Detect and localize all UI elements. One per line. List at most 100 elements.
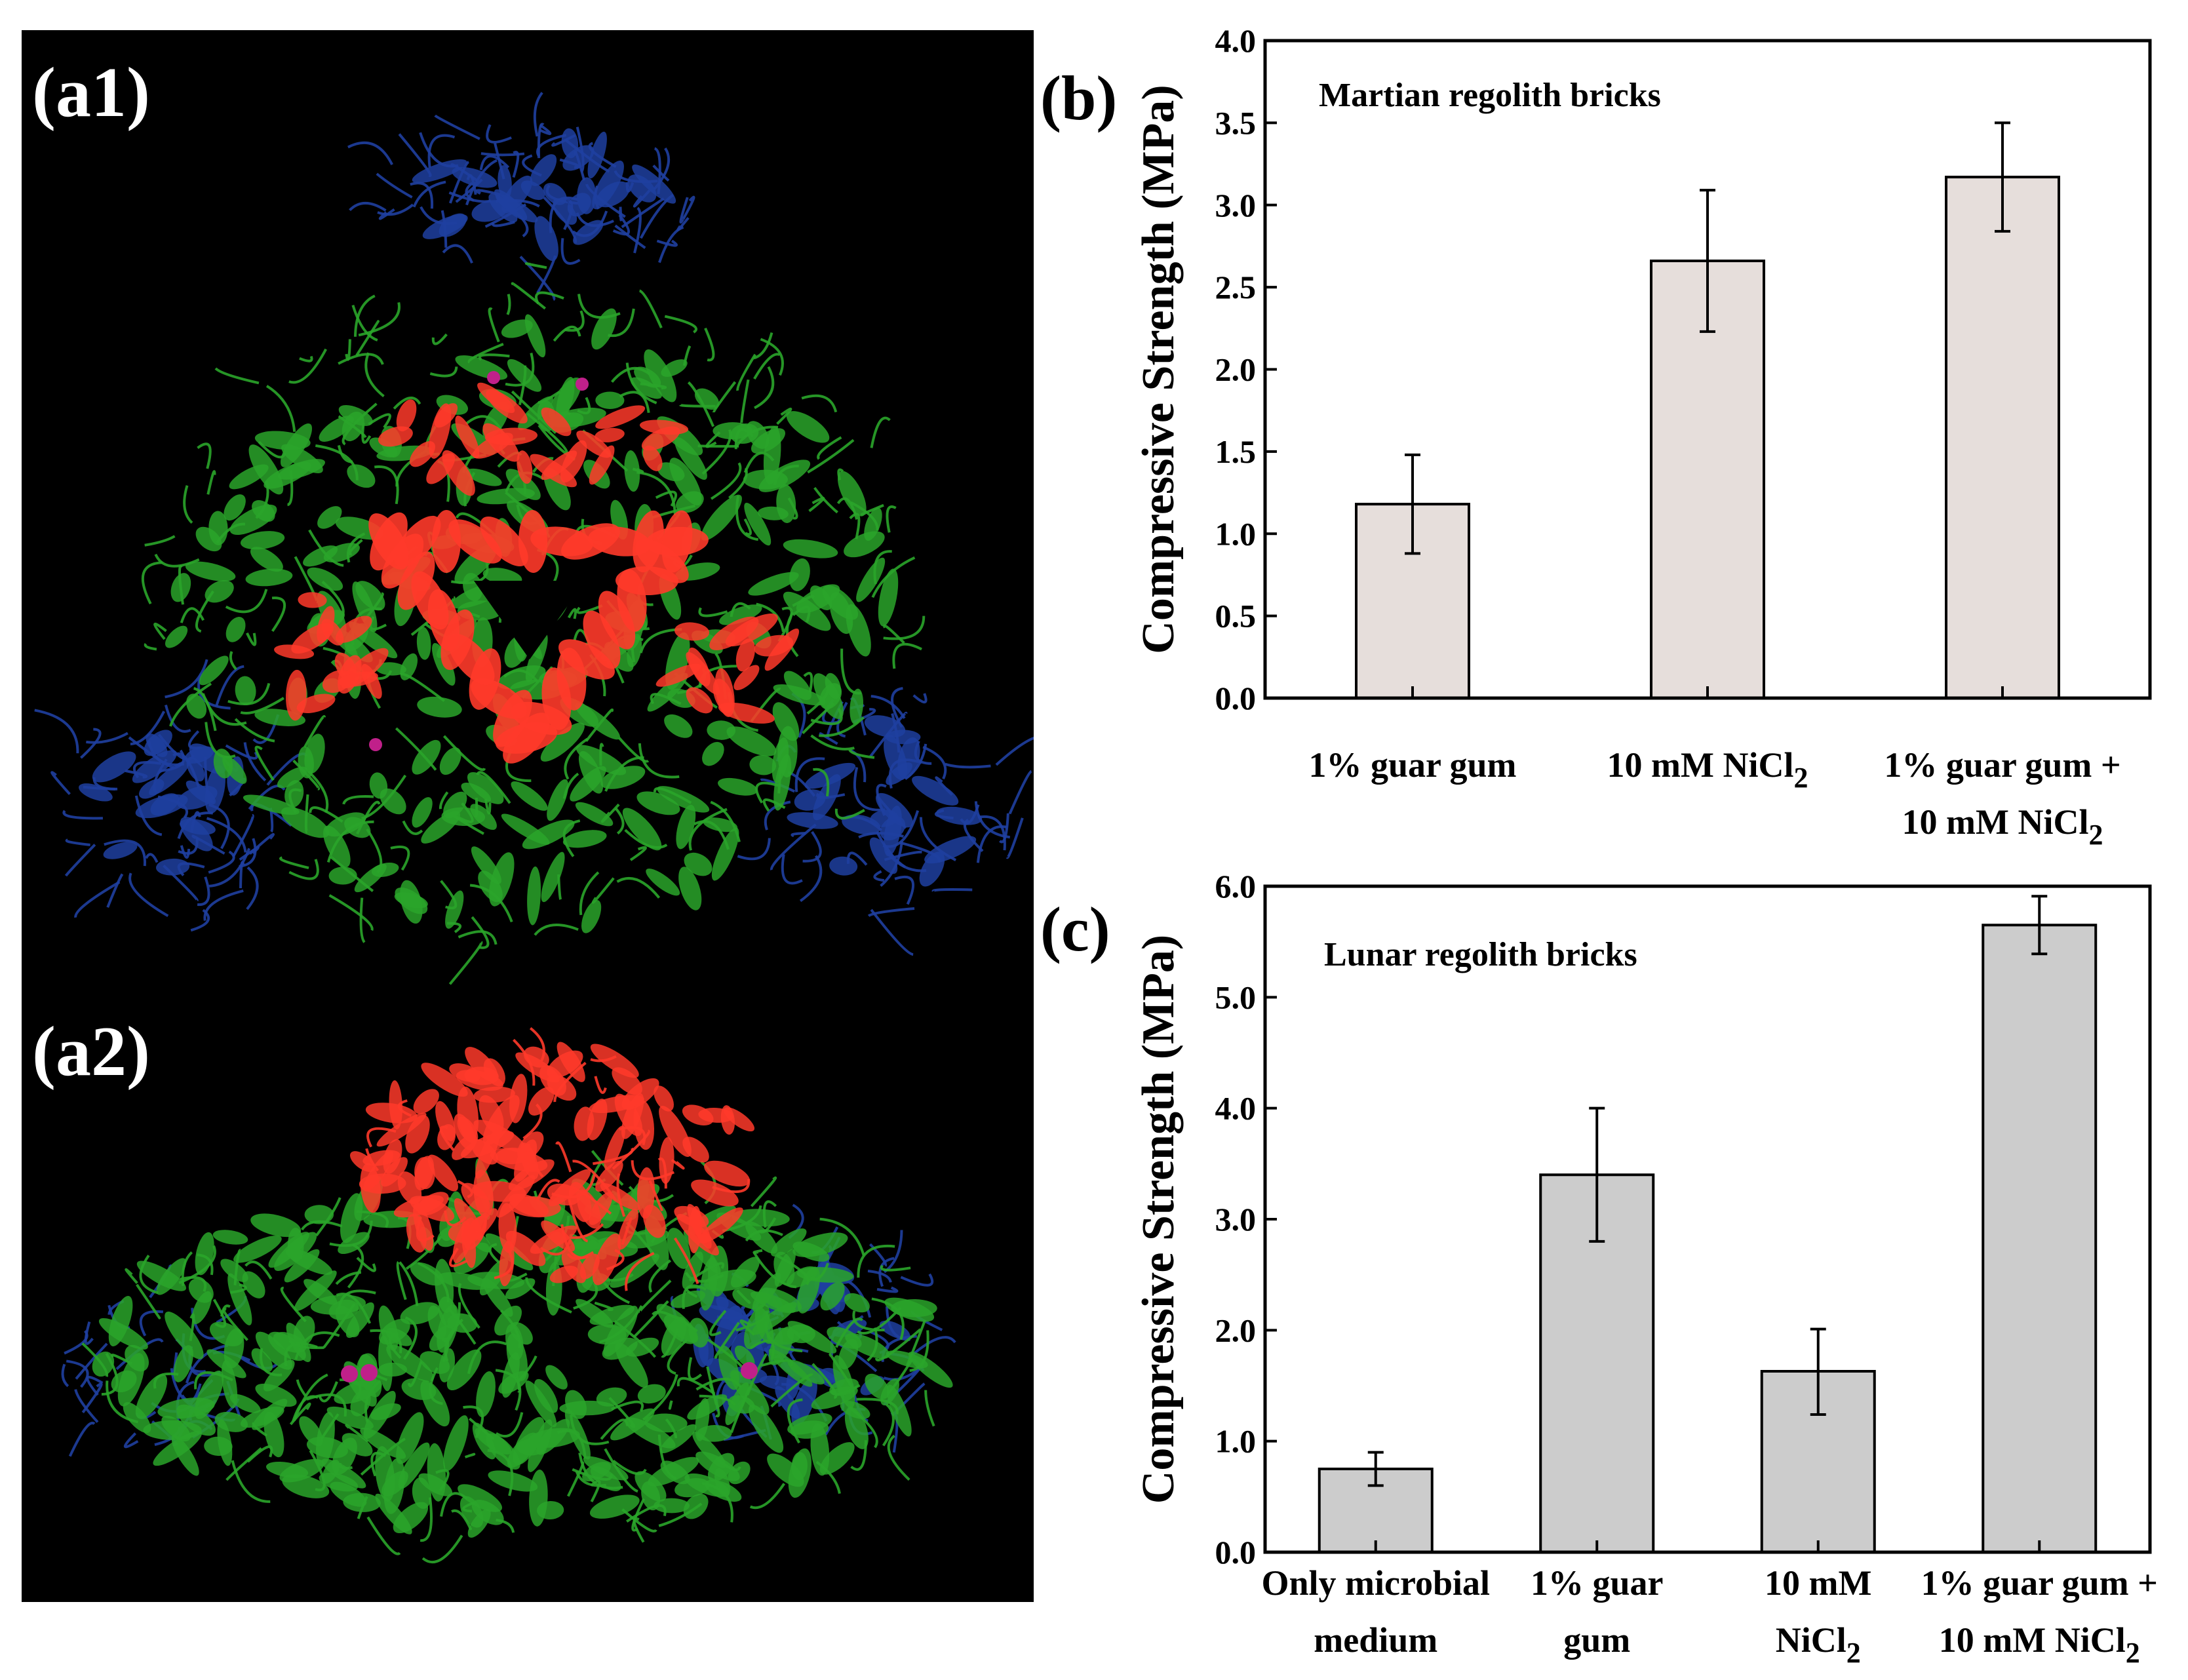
helix-element (398, 1442, 430, 1489)
helix-element (644, 349, 677, 402)
helix-element (578, 751, 604, 794)
coil-element (203, 889, 244, 921)
helix-element (530, 454, 577, 488)
coil-element (499, 1309, 522, 1348)
coil-element (684, 1272, 724, 1283)
coil-element (193, 687, 217, 732)
helix-element (646, 869, 680, 896)
helix-element (328, 867, 357, 885)
coil-element (527, 1143, 544, 1178)
coil-element (739, 1319, 756, 1336)
coil-element (246, 632, 257, 646)
coil-element (65, 838, 90, 847)
coil-element (611, 1400, 644, 1412)
helix-element (600, 766, 646, 789)
coil-element (887, 1434, 910, 1481)
core-helix (480, 517, 528, 566)
helix-element (416, 627, 431, 660)
helix-element (869, 837, 898, 874)
bar (1945, 176, 2060, 699)
coil-element (66, 1359, 89, 1388)
coil-element (458, 930, 498, 945)
coil-element (300, 1220, 343, 1231)
helix-element (596, 1387, 627, 1407)
helix-element (303, 1279, 338, 1305)
coil-element (894, 875, 914, 905)
helix-element (298, 592, 327, 608)
helix-element (657, 786, 710, 813)
coil-element (522, 1103, 543, 1140)
y-tick-label: 3.0 (1215, 187, 1257, 224)
coil-element (594, 1076, 607, 1094)
coil-element (830, 1384, 861, 1396)
helix-element (471, 1139, 498, 1165)
helix-element (667, 1228, 691, 1269)
coil-element (296, 1379, 307, 1397)
coil-element (799, 855, 823, 903)
coil-element (420, 1497, 433, 1542)
coil-element (322, 1303, 356, 1349)
coil-element (892, 642, 922, 669)
coil-element (760, 1359, 793, 1367)
coil-element (657, 1434, 677, 1480)
y-tick-label: 4.0 (1215, 22, 1257, 59)
helix-element (455, 416, 480, 459)
coil-element (177, 811, 214, 839)
coil-element (410, 182, 434, 209)
coil-element (396, 1260, 407, 1300)
helix-element (421, 1063, 468, 1097)
helix-element (345, 1302, 374, 1338)
coil-element (539, 124, 552, 136)
coil-element (435, 1469, 450, 1492)
helix-element (691, 1179, 739, 1207)
coil-element (658, 225, 684, 264)
coil-element (594, 1301, 614, 1311)
helix-element (375, 1493, 412, 1534)
ligand-sphere (369, 738, 382, 751)
helix-element (252, 499, 275, 522)
helix-element (185, 561, 236, 581)
coil-element (208, 850, 235, 874)
helix-element (427, 1154, 458, 1192)
helix-element (274, 644, 315, 659)
bar (1650, 260, 1765, 699)
coil-element (749, 1483, 786, 1510)
coil-element (922, 745, 947, 780)
helix-element (517, 450, 533, 484)
helix-element (864, 507, 882, 541)
coil-element (318, 1381, 338, 1403)
helix-element (412, 159, 467, 184)
coil-element (299, 355, 313, 362)
helix-element (378, 426, 413, 447)
helix-element (547, 1050, 583, 1078)
coil-element (909, 1330, 929, 1372)
ligand-sphere (341, 1365, 358, 1382)
helix-element (452, 166, 498, 188)
helix-element (135, 1374, 168, 1419)
coil-element (81, 1342, 109, 1377)
coil-element (407, 1361, 423, 1388)
coil-element (64, 1330, 88, 1355)
coil-element (494, 1249, 514, 1280)
helix-element (936, 806, 983, 825)
coil-element (604, 1448, 638, 1493)
helix-element (850, 688, 864, 725)
helix-element (912, 775, 959, 806)
coil-element (875, 1328, 922, 1361)
coil-element (652, 1310, 698, 1333)
helix-element (254, 431, 311, 450)
helix-element (464, 1066, 499, 1085)
coil-element (134, 795, 163, 836)
helix-element (886, 1384, 912, 1437)
coil-element (458, 1283, 480, 1329)
coil-element (912, 693, 928, 704)
helix-element (686, 687, 713, 714)
helix-element (735, 638, 755, 672)
coil-element (206, 470, 216, 495)
coil-element (840, 648, 862, 695)
coil-element (347, 141, 393, 166)
coil-element (359, 897, 366, 943)
coil-element (449, 1247, 469, 1268)
coil-element (682, 195, 695, 220)
coil-element (673, 1237, 699, 1285)
